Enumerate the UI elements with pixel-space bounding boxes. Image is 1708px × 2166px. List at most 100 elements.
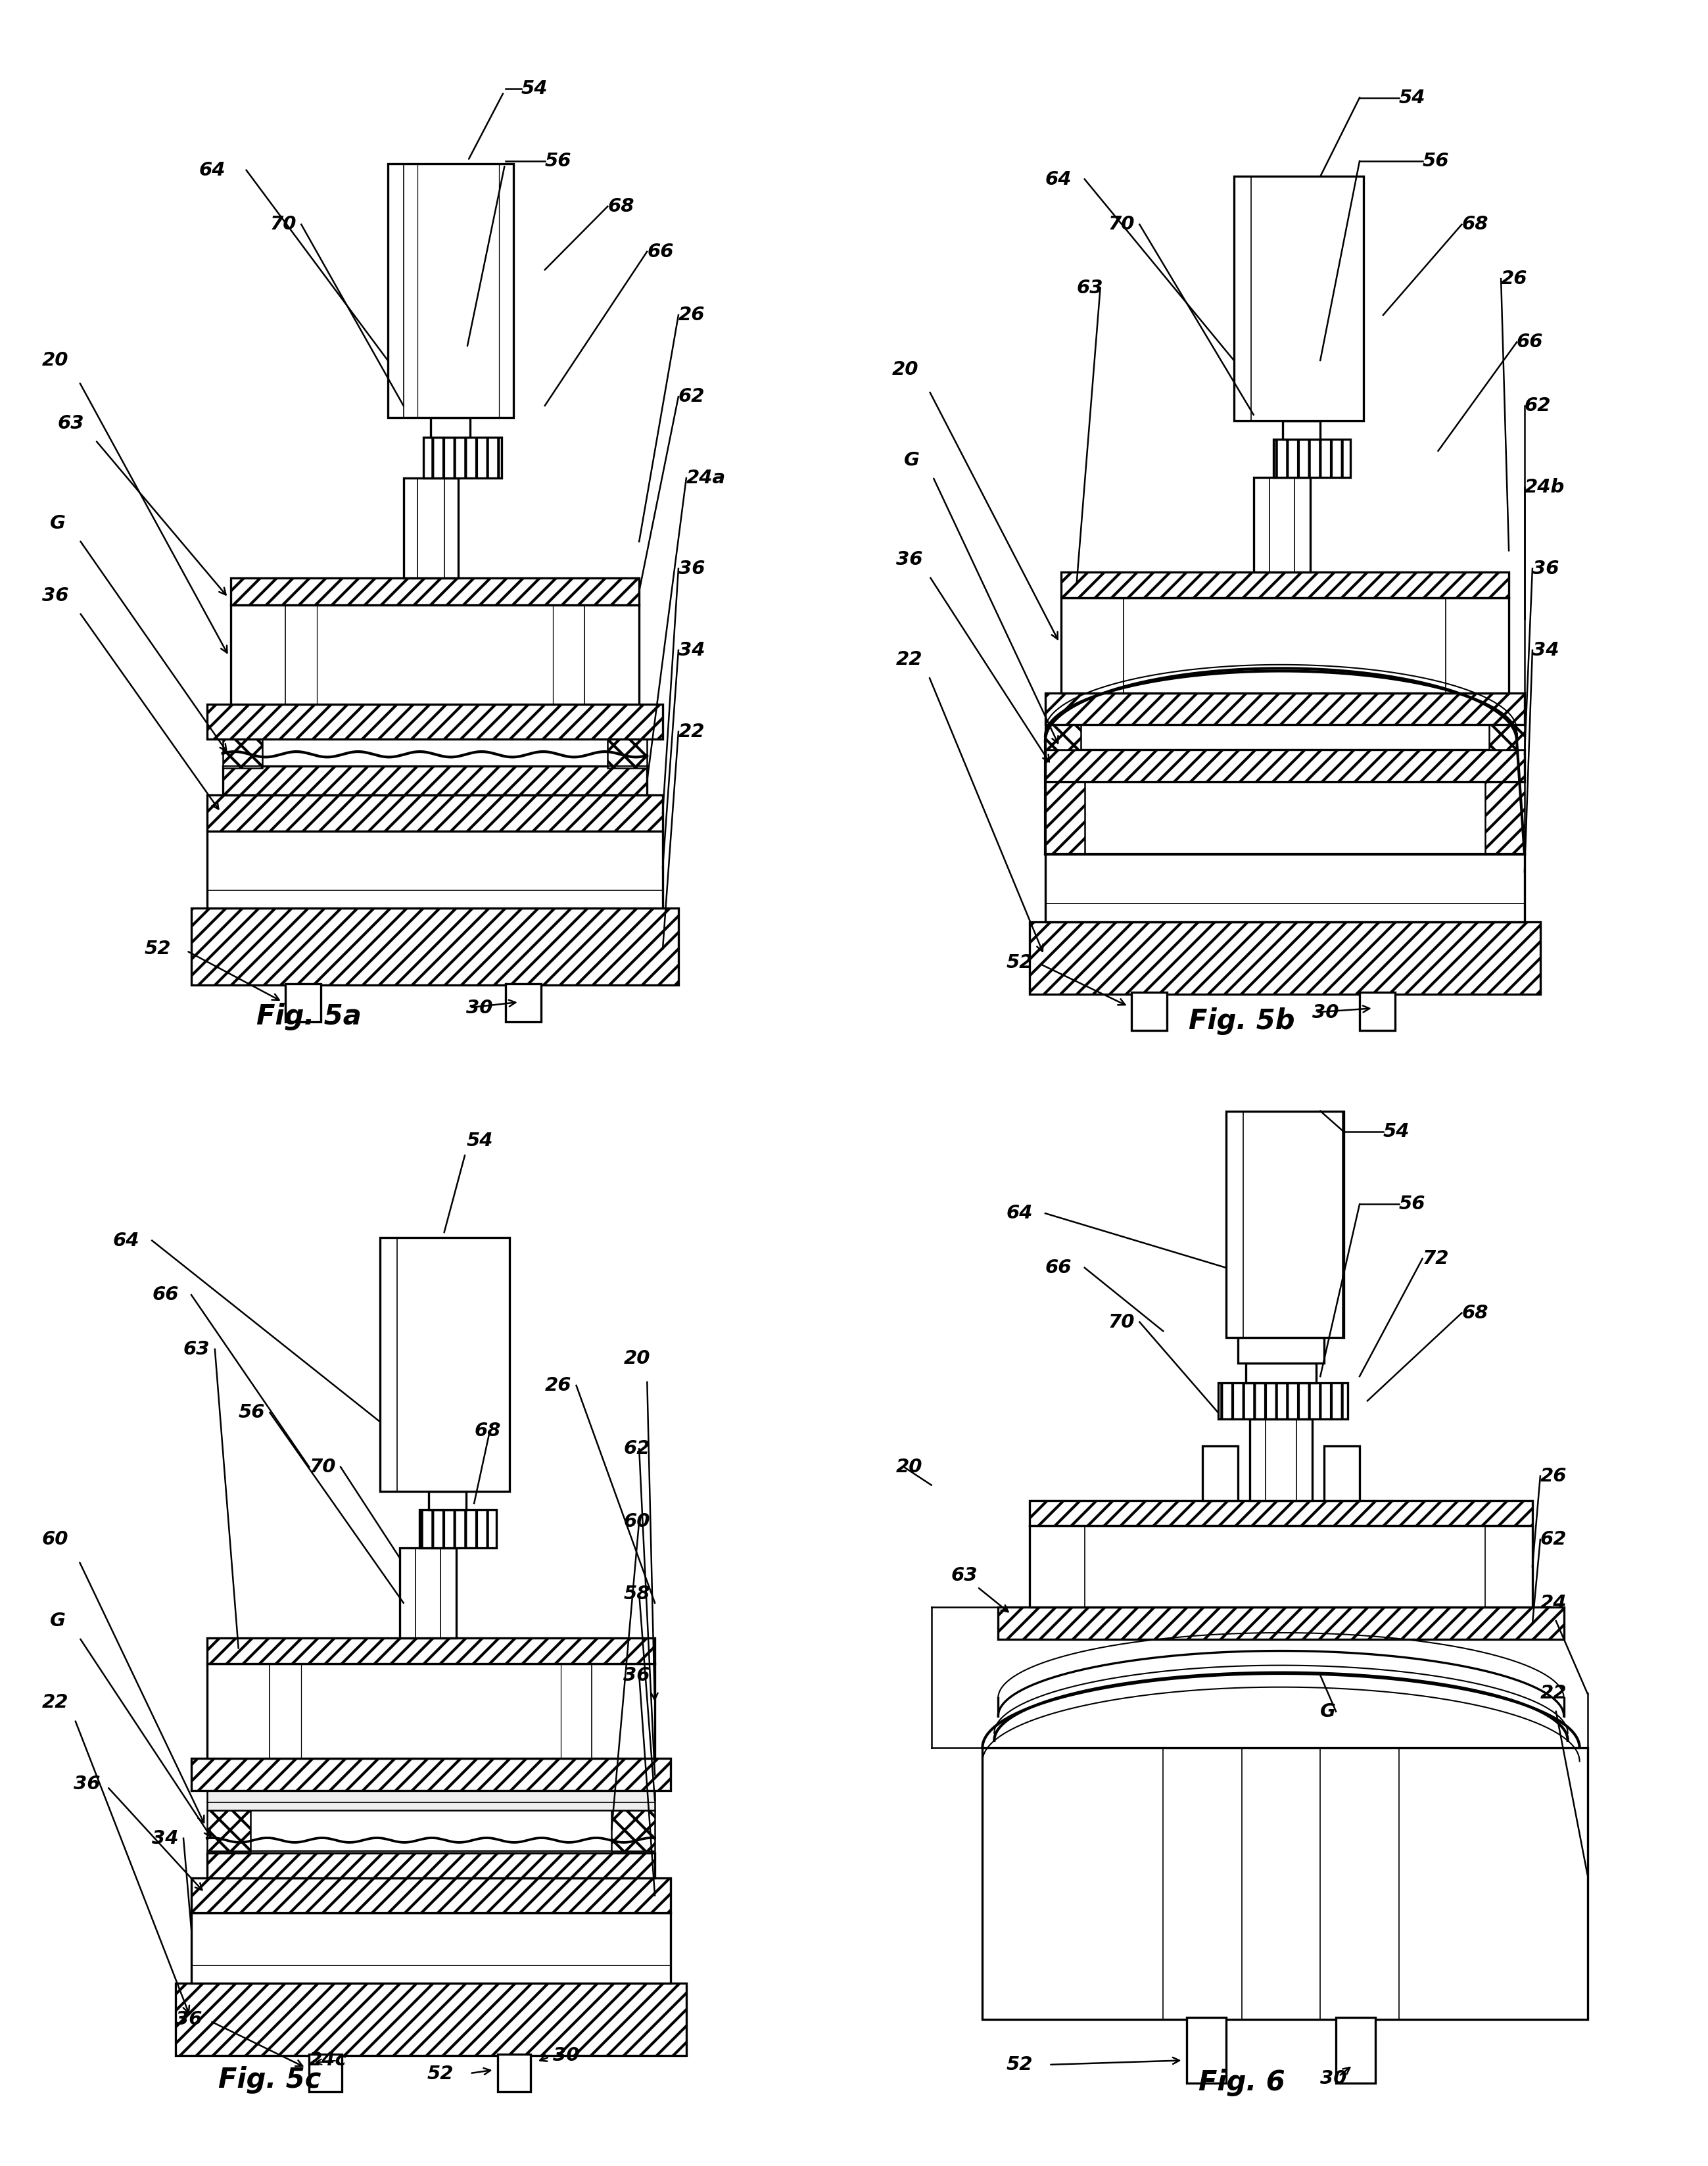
Text: 36: 36 bbox=[678, 559, 705, 578]
Bar bbox=[1254, 477, 1310, 572]
Text: 66: 66 bbox=[1045, 1258, 1073, 1278]
Bar bbox=[1187, 2019, 1226, 2084]
Bar bbox=[1218, 1382, 1348, 1419]
Text: 24b: 24b bbox=[1525, 479, 1565, 496]
Bar bbox=[430, 418, 470, 438]
Bar bbox=[1486, 782, 1525, 853]
Bar bbox=[997, 1607, 1565, 1640]
Bar bbox=[1045, 723, 1081, 749]
Text: 72: 72 bbox=[1423, 1250, 1448, 1267]
Text: 22: 22 bbox=[897, 650, 922, 669]
Text: 64: 64 bbox=[200, 160, 225, 180]
Text: 22: 22 bbox=[43, 1694, 68, 1711]
Bar bbox=[231, 578, 639, 604]
Text: 36: 36 bbox=[43, 587, 68, 604]
Bar bbox=[1245, 1362, 1317, 1382]
Bar bbox=[1324, 1447, 1360, 1501]
Bar bbox=[1226, 1111, 1344, 1336]
Bar bbox=[379, 1237, 509, 1492]
Text: 30: 30 bbox=[1320, 2069, 1348, 2088]
Text: 63: 63 bbox=[183, 1341, 210, 1358]
Text: 66: 66 bbox=[1517, 334, 1544, 351]
Bar bbox=[176, 1984, 687, 2056]
Text: 22: 22 bbox=[678, 723, 705, 741]
Text: 68: 68 bbox=[475, 1421, 500, 1440]
Bar bbox=[1030, 1501, 1532, 1525]
Bar bbox=[506, 983, 541, 1022]
Text: 70: 70 bbox=[309, 1458, 336, 1477]
Bar bbox=[982, 1748, 1587, 2019]
Bar bbox=[1132, 992, 1167, 1031]
Text: 54: 54 bbox=[466, 1131, 494, 1150]
Text: G: G bbox=[904, 451, 919, 470]
Bar bbox=[207, 795, 663, 832]
Bar bbox=[1233, 175, 1363, 420]
Text: G: G bbox=[50, 513, 65, 533]
Text: 26: 26 bbox=[545, 1375, 572, 1395]
Text: 68: 68 bbox=[1462, 214, 1488, 234]
Bar bbox=[400, 1547, 456, 1637]
Text: 66: 66 bbox=[152, 1287, 179, 1304]
Text: 22: 22 bbox=[1541, 1685, 1566, 1702]
Bar bbox=[1030, 1525, 1532, 1607]
Bar bbox=[1061, 598, 1508, 693]
Bar bbox=[207, 832, 663, 908]
Bar bbox=[207, 1852, 654, 1878]
Text: 63: 63 bbox=[58, 414, 84, 433]
Text: 66: 66 bbox=[647, 243, 673, 260]
Text: 20: 20 bbox=[43, 351, 68, 370]
Bar bbox=[231, 604, 639, 704]
Text: 62: 62 bbox=[1525, 396, 1551, 416]
Text: 24a: 24a bbox=[687, 468, 726, 487]
Text: 64: 64 bbox=[1045, 169, 1073, 188]
Text: 63: 63 bbox=[951, 1566, 977, 1586]
Bar bbox=[1250, 1419, 1312, 1501]
Text: G: G bbox=[50, 1612, 65, 1631]
Bar bbox=[611, 1811, 654, 1852]
Text: 26: 26 bbox=[678, 305, 705, 325]
Text: 30: 30 bbox=[553, 2047, 579, 2064]
Bar bbox=[1283, 420, 1320, 440]
Text: Fig. 5c: Fig. 5c bbox=[219, 2066, 321, 2095]
Bar bbox=[222, 739, 261, 769]
Text: Fig. 6: Fig. 6 bbox=[1199, 2069, 1284, 2097]
Bar bbox=[608, 739, 647, 769]
Text: G: G bbox=[1320, 1702, 1336, 1720]
Bar bbox=[309, 2053, 342, 2092]
Text: 20: 20 bbox=[623, 1349, 651, 1367]
Text: 68: 68 bbox=[608, 197, 634, 217]
Text: 62: 62 bbox=[678, 388, 705, 405]
Text: 36: 36 bbox=[623, 1666, 651, 1685]
Bar bbox=[424, 438, 502, 479]
Bar bbox=[222, 767, 647, 795]
Bar bbox=[191, 1878, 671, 1913]
Bar bbox=[191, 1759, 671, 1791]
Text: 68: 68 bbox=[1462, 1304, 1488, 1321]
Text: 30: 30 bbox=[466, 999, 494, 1018]
Bar bbox=[1030, 923, 1541, 994]
Bar bbox=[1336, 2019, 1375, 2084]
Bar bbox=[191, 908, 678, 986]
Text: 64: 64 bbox=[1006, 1204, 1033, 1222]
Bar bbox=[388, 165, 514, 418]
Text: 54: 54 bbox=[1383, 1122, 1409, 1141]
Text: Fig. 5a: Fig. 5a bbox=[256, 1003, 362, 1031]
Text: 52: 52 bbox=[1006, 953, 1033, 973]
Bar bbox=[1360, 992, 1395, 1031]
Text: 34: 34 bbox=[678, 641, 705, 658]
Text: Fig. 5b: Fig. 5b bbox=[1189, 1007, 1295, 1035]
Bar bbox=[418, 1510, 495, 1547]
Bar bbox=[285, 983, 321, 1022]
Text: 20: 20 bbox=[892, 360, 919, 379]
Bar bbox=[1489, 723, 1525, 749]
Bar bbox=[207, 1791, 654, 1811]
Text: 70: 70 bbox=[1108, 214, 1134, 234]
Bar bbox=[1045, 853, 1525, 923]
Text: 24c: 24c bbox=[309, 2051, 347, 2069]
Text: 54: 54 bbox=[521, 80, 548, 97]
Bar bbox=[1238, 1336, 1324, 1362]
Bar bbox=[207, 704, 663, 739]
Text: 63: 63 bbox=[1076, 279, 1103, 297]
Text: 62: 62 bbox=[1541, 1529, 1566, 1549]
Bar bbox=[1202, 1447, 1238, 1501]
